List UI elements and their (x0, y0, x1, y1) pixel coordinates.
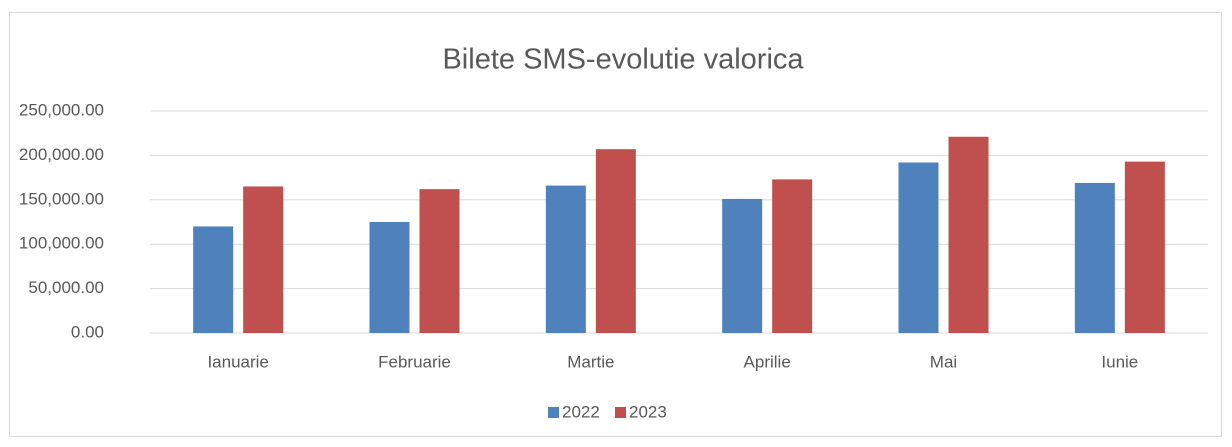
x-tick-label: Iunie (1101, 352, 1138, 371)
x-tick-label: Mai (930, 352, 957, 371)
bar (243, 186, 284, 333)
legend-label: 2022 (562, 402, 600, 421)
bar (772, 179, 813, 333)
x-tick-label: Martie (567, 352, 614, 371)
bar (722, 198, 763, 333)
y-tick-label: 250,000.00 (19, 100, 104, 119)
legend-label: 2023 (629, 402, 667, 421)
bar (545, 185, 586, 333)
bar (1124, 161, 1165, 333)
chart-title: Bilete SMS-evolutie valorica (442, 44, 804, 76)
bar (948, 136, 989, 333)
y-tick-label: 200,000.00 (19, 145, 104, 164)
legend-swatch (615, 407, 626, 418)
y-tick-label: 50,000.00 (28, 278, 104, 297)
y-tick-label: 0.00 (71, 322, 104, 341)
y-tick-label: 100,000.00 (19, 234, 104, 253)
bar (1074, 182, 1115, 333)
bar (193, 226, 234, 333)
bar (419, 189, 460, 333)
legend-swatch (548, 407, 559, 418)
x-tick-label: Februarie (378, 352, 451, 371)
y-tick-label: 150,000.00 (19, 189, 104, 208)
x-tick-label: Aprilie (744, 352, 791, 371)
bar (595, 149, 636, 333)
bar (369, 222, 410, 333)
bar (898, 162, 939, 333)
x-tick-label: Ianuarie (207, 352, 268, 371)
